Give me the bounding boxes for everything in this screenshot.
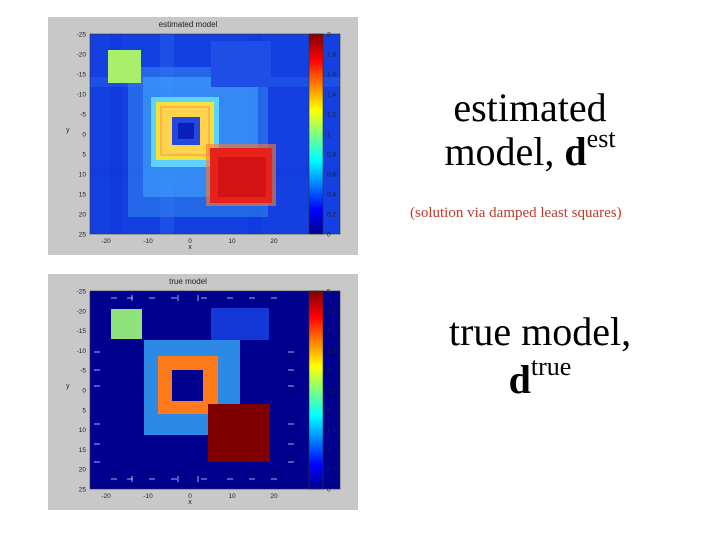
colorbar (308, 33, 324, 235)
y-tick-label: 0 (82, 388, 86, 395)
y-tick-label: -20 (77, 52, 87, 59)
colorbar-tick-label: 0.5 (327, 467, 336, 474)
x-axis-ticks: -20 -10 0 10 20 (101, 493, 278, 500)
colorbar-tick-label: 3.5 (327, 348, 336, 355)
true-model-caption: true model, dtrue (425, 310, 655, 402)
x-tick-label: 10 (228, 238, 236, 245)
y-tick-label: 5 (82, 407, 86, 414)
y-tick-label: 15 (79, 447, 87, 454)
caption-superscript: est (586, 124, 616, 153)
y-tick-label: -10 (77, 348, 87, 355)
method-note: (solution via damped least squares) (410, 205, 622, 221)
colorbar-tick-label: 0.8 (327, 152, 336, 159)
colorbar-tick-label: 1.6 (327, 72, 336, 79)
y-axis-label: y (66, 383, 70, 390)
y-tick-label: -25 (77, 32, 87, 39)
y-tick-label: 25 (79, 487, 87, 494)
x-tick-label: 20 (270, 493, 278, 500)
ring-inner (172, 370, 203, 401)
colorbar-tick-label: 0.4 (327, 192, 336, 199)
caption-symbol: d (564, 129, 587, 174)
plot-title: true model (169, 277, 207, 286)
colorbar-tick-label: 0.6 (327, 172, 336, 179)
colorbar-tick-label: 1.5 (327, 427, 336, 434)
y-tick-label: 25 (79, 232, 87, 239)
y-tick-label: -15 (77, 72, 87, 79)
caption-line-1: estimated (453, 85, 607, 130)
caption-line-2: dtrue (425, 354, 655, 402)
plot-title: estimated model (159, 20, 218, 29)
y-axis-ticks: -25 -20 -15 -10 -5 0 5 10 15 20 25 (77, 289, 87, 494)
heatmap (89, 290, 341, 490)
x-tick-label: 0 (188, 238, 192, 245)
colorbar-tick-label: 3 (327, 368, 331, 375)
colorbar-tick-label: 0 (327, 232, 331, 239)
y-tick-label: 10 (79, 427, 87, 434)
colorbar-tick-label: 1 (327, 132, 331, 139)
y-axis-ticks: -25 -20 -15 -10 -5 0 5 10 15 20 25 (77, 32, 87, 239)
x-tick-label: 0 (188, 493, 192, 500)
y-tick-label: 0 (82, 132, 86, 139)
colorbar-ticks: 2 1.8 1.6 1.4 1.2 1 0.8 0.6 0.4 0.2 0 (327, 32, 336, 239)
true-model-figure: true model -25 -20 -15 -10 -5 0 5 10 15 20 25 -20-… (48, 274, 358, 510)
x-tick-label: 20 (270, 238, 278, 245)
colorbar-tick-label: 1 (327, 447, 331, 454)
x-axis-ticks: -20 -10 0 10 20 (101, 238, 278, 245)
y-tick-label: -5 (80, 368, 86, 375)
colorbar-tick-label: 5 (327, 289, 331, 296)
colorbar (308, 290, 324, 490)
caption-superscript: true (530, 352, 572, 381)
upper-left-block (108, 50, 141, 83)
caption-line-2: model, dest (420, 126, 640, 174)
colorbar-tick-label: 1.4 (327, 92, 336, 99)
upper-right-block (211, 308, 269, 340)
caption-symbol: d (508, 357, 531, 402)
y-tick-label: -10 (77, 92, 87, 99)
colorbar-tick-label: 2.5 (327, 388, 336, 395)
colorbar-tick-label: 2 (327, 407, 331, 414)
colorbar-tick-label: 0.2 (327, 212, 336, 219)
x-tick-label: 10 (228, 493, 236, 500)
y-tick-label: 20 (79, 467, 87, 474)
heatmap (89, 33, 341, 235)
y-tick-label: -25 (77, 289, 87, 296)
x-tick-label: -20 (101, 238, 111, 245)
x-axis-label: x (188, 244, 192, 251)
x-tick-label: -20 (101, 493, 111, 500)
lower-right-block (208, 404, 270, 462)
colorbar-tick-label: 1.2 (327, 112, 336, 119)
colorbar-tick-label: 0 (327, 487, 331, 494)
y-tick-label: -15 (77, 328, 87, 335)
y-tick-label: 10 (79, 172, 87, 179)
upper-right-block (211, 41, 271, 87)
colorbar-tick-label: 4.5 (327, 308, 336, 315)
estimated-model-figure: estimated model (48, 17, 358, 255)
colorbar-tick-label: 2 (327, 32, 331, 39)
x-axis-label: x (188, 499, 192, 506)
y-tick-label: 5 (82, 152, 86, 159)
y-tick-label: -20 (77, 308, 87, 315)
plot-edge-markers (94, 295, 294, 482)
upper-left-block (111, 309, 142, 339)
caption-model-word: model, (444, 129, 565, 174)
colorbar-tick-label: 4 (327, 328, 331, 335)
y-tick-label: 20 (79, 212, 87, 219)
estimated-model-caption: estimated model, dest (420, 86, 640, 174)
y-axis-label: y (66, 127, 70, 134)
y-tick-label: -5 (80, 112, 86, 119)
x-tick-label: -10 (143, 238, 153, 245)
y-tick-label: 15 (79, 192, 87, 199)
x-tick-label: -10 (143, 493, 153, 500)
caption-line-1: true model, (448, 309, 632, 354)
colorbar-ticks: 5 4.5 4 3.5 3 2.5 2 1.5 1 0.5 0 (327, 289, 336, 494)
colorbar-tick-label: 1.8 (327, 52, 336, 59)
